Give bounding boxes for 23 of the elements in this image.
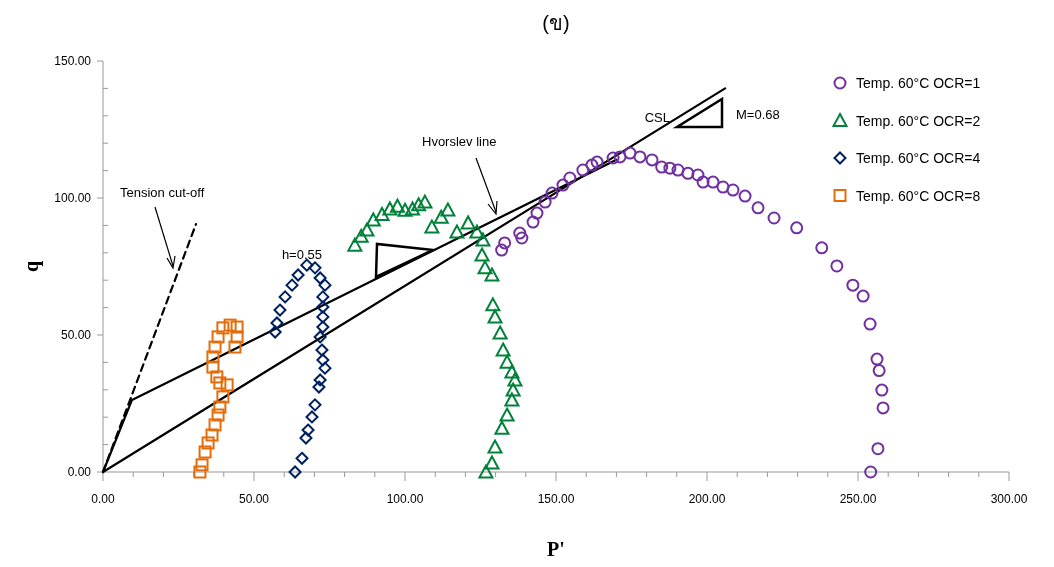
y-tick-label: 0.00 bbox=[67, 465, 92, 479]
y-tick-label: 150.00 bbox=[54, 54, 92, 68]
chart-title: (ข) bbox=[542, 12, 570, 34]
x-tick-label: 200.00 bbox=[688, 492, 726, 506]
x-tick-label: 100.00 bbox=[386, 492, 424, 506]
y-axis-title: q bbox=[20, 260, 43, 273]
legend-label: Temp. 60°C OCR=2 bbox=[856, 112, 981, 129]
y-tick-label: 100.00 bbox=[54, 191, 92, 205]
x-tick-label: 50.00 bbox=[238, 492, 270, 506]
legend-label: Temp. 60°C OCR=4 bbox=[856, 150, 981, 166]
annotation: Hvorslev line bbox=[422, 134, 497, 149]
legend-label: Temp. 60°C OCR=1 bbox=[856, 75, 981, 91]
x-tick-label: 0.00 bbox=[91, 492, 115, 506]
x-tick-label: 250.00 bbox=[839, 492, 877, 506]
x-axis-title: P' bbox=[547, 538, 565, 560]
x-tick-label: 300.00 bbox=[990, 492, 1028, 506]
x-tick-label: 150.00 bbox=[537, 492, 575, 506]
annotation: M=0.68 bbox=[736, 107, 780, 122]
annotation: h=0.55 bbox=[281, 247, 322, 262]
annotation: CSL bbox=[644, 110, 670, 125]
y-tick-label: 50.00 bbox=[60, 328, 92, 342]
annotation: Tension cut-off bbox=[120, 185, 205, 200]
legend-label: Temp. 60°C OCR=8 bbox=[856, 187, 981, 204]
